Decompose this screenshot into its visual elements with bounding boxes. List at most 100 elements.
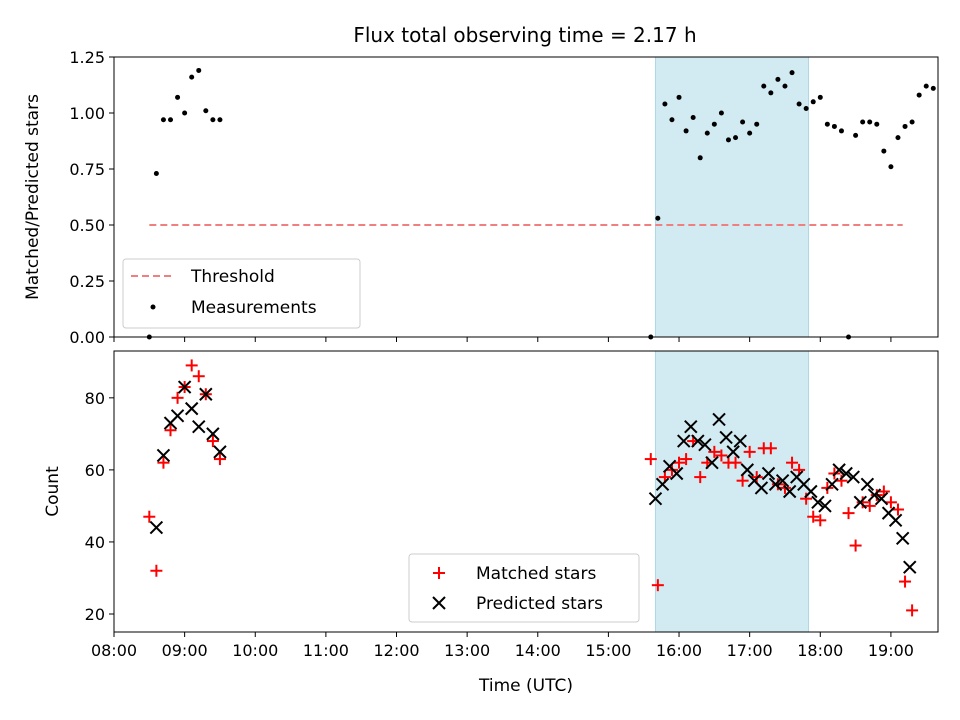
matched-star-point	[743, 445, 756, 458]
predicted-star-point	[712, 412, 726, 427]
measurement-point	[902, 123, 908, 129]
measurement-point	[888, 164, 894, 170]
top-y-tick-label: 1.00	[69, 104, 105, 123]
x-tick-label: 17:00	[727, 641, 773, 660]
bottom-y-axis-label: Count	[43, 466, 63, 517]
measurement-point	[662, 101, 668, 107]
matched-star-point	[164, 424, 177, 437]
predicted-star-point	[775, 473, 790, 488]
measurement-point	[775, 76, 781, 82]
predicted-star-point	[184, 401, 199, 416]
predicted-star-point	[782, 484, 797, 499]
measurement-point	[796, 101, 802, 107]
predicted-star-point	[213, 445, 227, 459]
top-y-tick-label: 0.25	[69, 272, 105, 291]
predicted-star-point	[719, 430, 733, 445]
x-axis-label: Time (UTC)	[478, 676, 573, 696]
matched-star-point	[891, 503, 904, 516]
bottom-y-tick-label: 60	[85, 461, 105, 480]
predicted-star-point	[733, 434, 747, 448]
predicted-star-point	[839, 466, 853, 481]
predicted-star-point	[684, 419, 698, 434]
bottom-panel: 08:00 09:00 10:00 11:00 12:00 13:00 14:00 15:00…	[43, 350, 939, 696]
top-y-tick-label: 1.25	[69, 48, 105, 67]
measurement-point	[754, 121, 760, 127]
predicted-star-point	[825, 477, 839, 492]
matched-star-point	[800, 492, 813, 505]
top-legend: Threshold Measurements	[122, 258, 361, 329]
top-y-tick-label: 0.50	[69, 216, 105, 235]
predicted-star-point	[846, 470, 860, 484]
predicted-star-point	[761, 466, 776, 481]
measurement-point	[690, 114, 696, 120]
predicted-star-point	[754, 481, 769, 495]
measurement-point	[881, 148, 887, 154]
predicted-star-point	[206, 427, 220, 441]
top-axes-frame	[113, 56, 939, 338]
matched-star-point	[814, 514, 827, 527]
measurement-point	[175, 94, 181, 100]
predicted-star-point	[818, 499, 832, 513]
predicted-star-point	[698, 437, 712, 452]
measurement-point	[168, 117, 174, 123]
measurement-point	[217, 117, 223, 123]
measurement-point	[153, 170, 159, 176]
legend-matched-marker	[433, 567, 445, 579]
predicted-star-point	[705, 455, 719, 470]
x-tick-label: 16:00	[656, 641, 702, 660]
measurement-point	[189, 74, 195, 80]
matched-star-point	[644, 453, 657, 466]
bottom-y-tick-label: 80	[85, 389, 105, 408]
measurement-point	[782, 83, 788, 89]
predicted-star-point	[655, 477, 670, 492]
legend-matched-label: Matched stars	[476, 564, 596, 584]
x-tick-label: 10:00	[232, 641, 278, 660]
predicted-star-point	[691, 434, 705, 448]
matched-star-point	[680, 453, 693, 466]
top-y-axis-label: Matched/Predicted stars	[23, 94, 43, 300]
predicted-star-point	[888, 513, 903, 528]
x-tick-label: 12:00	[373, 641, 419, 660]
matched-star-point	[884, 496, 897, 509]
x-tick-label: 08:00	[91, 641, 137, 660]
measurement-point	[718, 110, 724, 116]
matched-star-point	[849, 539, 862, 552]
measurement-point	[683, 128, 689, 134]
matched-star-point	[213, 453, 226, 466]
measurement-point	[824, 121, 830, 127]
measurement-point	[853, 132, 859, 138]
predicted-star-point	[853, 495, 868, 510]
x-tick-label: 13:00	[444, 641, 490, 660]
matched-star-point	[863, 499, 876, 512]
predicted-star-point	[177, 380, 192, 394]
matched-star-point	[786, 456, 799, 469]
predicted-star-point	[832, 463, 846, 477]
matched-star-point	[206, 435, 219, 448]
measurement-point	[196, 67, 202, 73]
matched-star-point	[708, 445, 721, 458]
measurement-point	[669, 117, 675, 123]
measurement-point	[930, 85, 936, 91]
predicted-star-point	[170, 409, 185, 423]
chart-title: Flux total observing time = 2.17 h	[353, 23, 696, 47]
predicted-star-point	[895, 531, 910, 546]
measurement-point	[803, 106, 809, 112]
measurement-point	[923, 83, 929, 89]
predicted-star-point	[867, 488, 882, 502]
legend-predicted-marker	[432, 596, 446, 610]
top-ticks: 0.00 0.25 0.50 0.75 1.00 1.25	[69, 48, 892, 347]
matched-star-point	[651, 579, 664, 592]
measurement-point	[895, 135, 901, 141]
predicted-star-point	[192, 419, 206, 434]
predicted-star-point	[156, 448, 171, 463]
top-legend-box	[122, 258, 361, 329]
matched-star-point	[764, 442, 777, 455]
measurement-point	[210, 117, 216, 123]
predicted-star-point	[669, 466, 684, 481]
legend-threshold-label: Threshold	[190, 267, 275, 287]
matched-star-point	[736, 474, 749, 487]
predicted-star-point	[804, 484, 818, 499]
matched-star-point	[192, 370, 205, 383]
predicted-star-point	[648, 491, 663, 506]
matched-star-point	[157, 456, 170, 469]
